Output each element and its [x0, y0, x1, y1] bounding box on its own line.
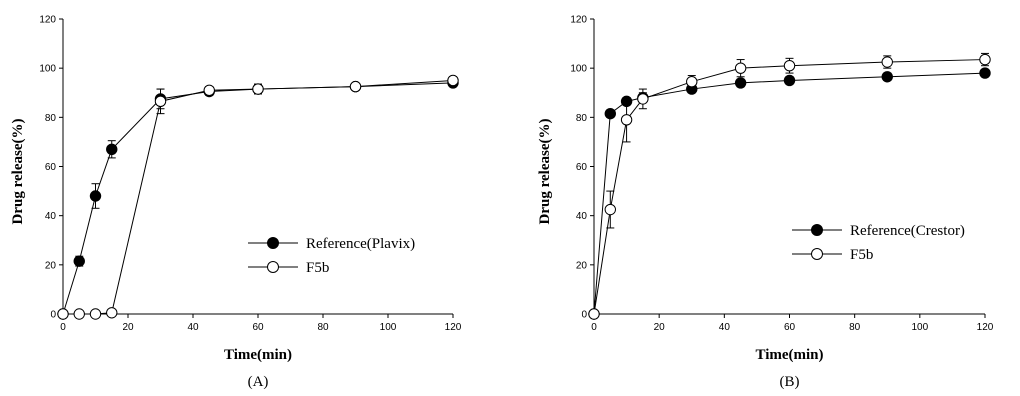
x-tick-label: 120: [977, 322, 994, 333]
x-tick-label: 60: [784, 322, 796, 333]
data-point-f5b: [620, 114, 633, 126]
y-tick-label: 120: [39, 15, 56, 26]
panel-label: (A): [248, 374, 269, 390]
y-tick-label: 60: [576, 162, 588, 173]
legend-filled-circle-icon: [267, 237, 279, 249]
legend-label: F5b: [850, 247, 873, 263]
data-point-f5b: [604, 203, 616, 216]
x-tick-label: 80: [317, 322, 329, 333]
data-point-f5b: [349, 80, 362, 93]
y-tick-label: 40: [576, 211, 588, 222]
y-tick-label: 100: [570, 64, 587, 75]
legend: Reference(Crestor) F5b: [792, 223, 965, 263]
x-tick-label: 120: [445, 322, 462, 333]
x-tick-label: 40: [187, 322, 199, 333]
x-tick-label: 100: [380, 322, 397, 333]
x-tick-label: 60: [252, 322, 264, 333]
series-line-reference: [62, 82, 454, 315]
series-line-f5b: [63, 79, 454, 315]
data-point-f5b: [979, 53, 991, 66]
x-tick-label: 20: [122, 322, 134, 333]
y-tick-label: 20: [576, 260, 588, 271]
data-point-f5b: [783, 60, 796, 72]
chart-panel-b: 0 20 40 60 80 100 120 0 20 40 60 80 100 120 Time(min) D…: [537, 15, 994, 391]
data-point-f5b: [447, 74, 459, 87]
legend-label: Reference(Plavix): [306, 236, 415, 252]
y-tick-label: 0: [581, 310, 587, 321]
y-tick-label: 0: [50, 310, 56, 321]
x-axis-title: Time(min): [224, 347, 292, 363]
x-tick-label: 0: [60, 322, 66, 333]
legend-label: F5b: [306, 260, 329, 276]
data-point-f5b: [734, 62, 747, 74]
y-axis-title: Drug release(%): [537, 119, 553, 225]
y-axis-title: Drug release(%): [10, 119, 26, 225]
data-point-f5b: [203, 84, 215, 96]
chart-panel-a: 0 20 40 60 80 100 120 0 20 40 60 80 100 120 Time(min) D…: [10, 15, 462, 391]
data-point-f5b: [73, 308, 85, 320]
data-point-f5b: [154, 95, 167, 108]
legend: Reference(Plavix) F5b: [248, 236, 415, 276]
series-line-f5b: [593, 59, 986, 315]
data-point-reference: [979, 67, 991, 79]
data-point-reference: [620, 95, 633, 108]
y-tick-label: 100: [39, 64, 56, 75]
legend-label: Reference(Crestor): [850, 223, 965, 239]
x-tick-label: 0: [591, 322, 597, 333]
data-point-f5b: [252, 83, 264, 95]
y-tick-label: 120: [570, 15, 587, 26]
x-tick-label: 100: [911, 322, 928, 333]
data-point-f5b: [881, 56, 893, 68]
y-tick-label: 40: [45, 211, 57, 222]
data-point-f5b: [106, 307, 118, 319]
data-point-reference: [783, 74, 796, 87]
data-point-f5b: [686, 75, 698, 88]
x-axis-title: Time(min): [755, 347, 823, 363]
data-point-f5b: [637, 93, 649, 105]
data-point-f5b: [89, 308, 102, 320]
y-tick-label: 60: [45, 162, 57, 173]
y-tick-label: 20: [45, 260, 57, 271]
data-point-reference: [881, 71, 893, 83]
data-point-reference: [734, 77, 747, 89]
x-tick-label: 40: [719, 322, 731, 333]
legend-open-circle-icon: [267, 261, 279, 273]
data-point-f5b: [57, 308, 69, 320]
legend-open-circle-icon: [811, 248, 823, 260]
series-line-reference: [593, 72, 986, 315]
data-point-reference: [604, 107, 616, 120]
x-tick-label: 80: [849, 322, 861, 333]
data-point-reference: [106, 143, 118, 155]
y-tick-label: 80: [45, 113, 57, 124]
data-point-f5b: [588, 308, 600, 320]
data-point-reference: [73, 255, 85, 267]
panel-label: (B): [780, 374, 800, 390]
data-point-reference: [89, 190, 102, 202]
y-tick-label: 80: [576, 113, 588, 124]
legend-filled-circle-icon: [811, 224, 823, 236]
x-tick-label: 20: [654, 322, 666, 333]
